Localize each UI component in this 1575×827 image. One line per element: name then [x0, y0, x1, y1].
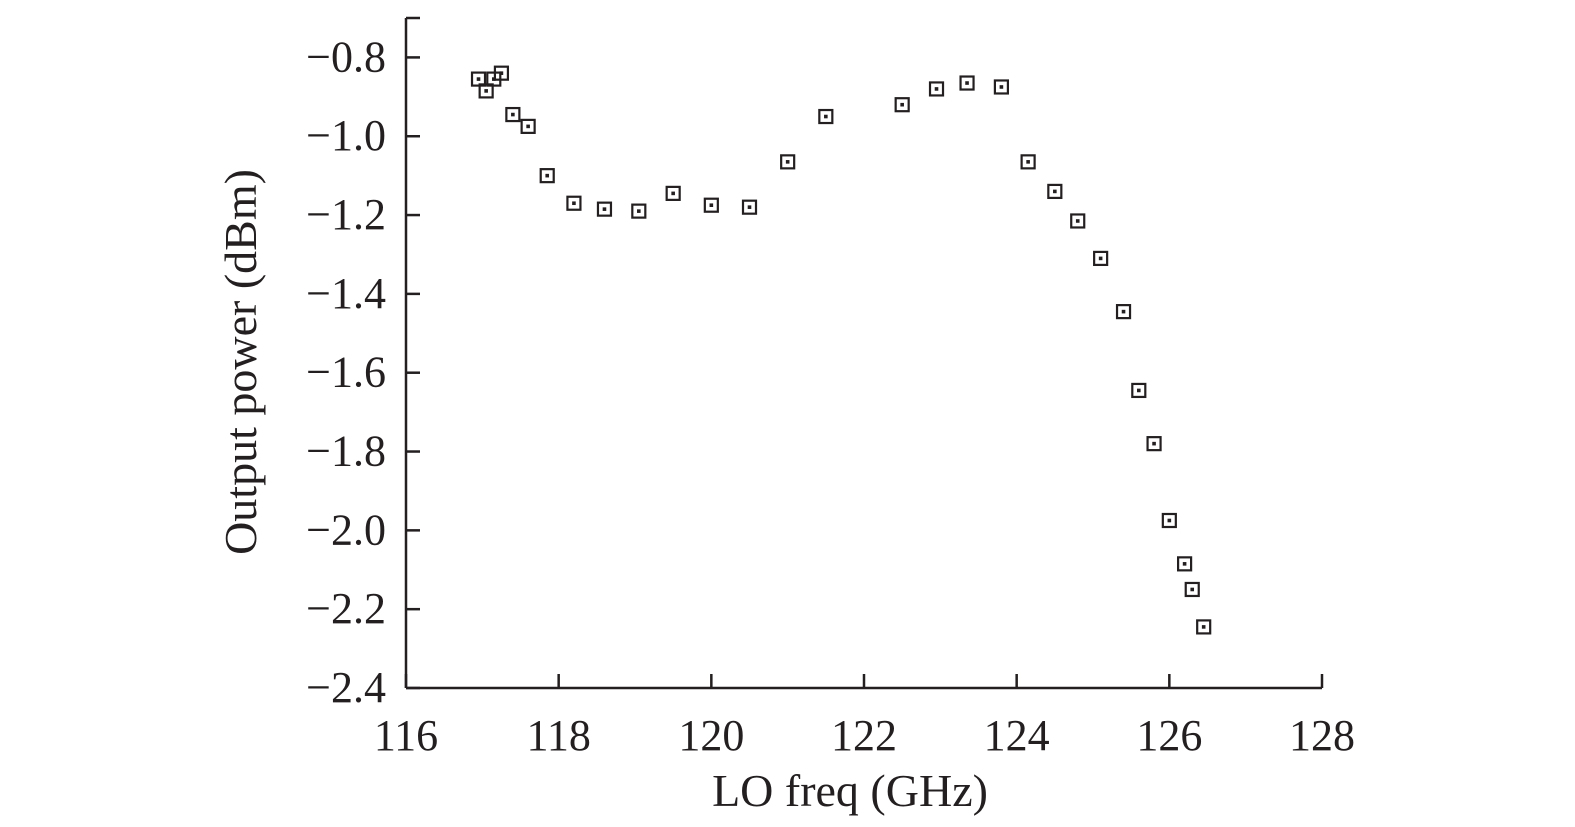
x-tick-label: 126 [1136, 711, 1202, 760]
data-point [478, 83, 494, 99]
data-point [665, 185, 681, 201]
y-tick-label: −2.2 [306, 584, 386, 633]
data-point [703, 197, 719, 213]
data-point [631, 203, 647, 219]
data-points [470, 65, 1212, 635]
data-point [1176, 556, 1193, 572]
data-point [596, 201, 613, 217]
data-point [539, 168, 555, 184]
data-point [566, 195, 582, 211]
y-tick-label: −2.4 [306, 663, 386, 712]
data-point [470, 71, 487, 87]
data-point [1047, 183, 1063, 200]
y-axis-title: Output power (dBm) [215, 169, 266, 555]
data-point [959, 75, 975, 91]
data-point [1093, 250, 1109, 267]
y-tick-label: −2.0 [306, 505, 386, 554]
y-axis-ticks: −0.8 −1.0 −1.2 −1.4 −1.6 −1.8 −2.0 −2.2 −2.4 [306, 16, 420, 712]
data-point [1115, 304, 1132, 320]
y-tick-label: −0.8 [306, 32, 386, 81]
y-tick-label: −1.2 [306, 190, 386, 239]
data-point [928, 81, 945, 97]
y-tick-label: −1.8 [306, 427, 386, 476]
y-tick-label: −1.4 [306, 269, 386, 318]
data-point [741, 199, 758, 215]
data-point [1020, 154, 1036, 170]
x-tick-label: 122 [831, 711, 897, 760]
data-point [1184, 581, 1200, 598]
x-tick-label: 128 [1289, 711, 1355, 760]
x-tick-label: 120 [678, 711, 744, 760]
data-point [993, 79, 1010, 95]
x-axis-ticks: 116 118 120 122 124 126 128 [374, 674, 1355, 760]
data-point [520, 118, 536, 134]
data-point [505, 106, 521, 123]
data-point [1131, 382, 1147, 399]
data-point [818, 108, 834, 125]
data-point [1070, 213, 1086, 229]
y-tick-label: −1.6 [306, 348, 386, 397]
x-tick-label: 124 [984, 711, 1050, 760]
data-point [1161, 512, 1177, 529]
data-point [1196, 619, 1212, 635]
data-point [894, 97, 910, 113]
data-point [780, 154, 796, 170]
x-tick-label: 116 [374, 711, 438, 760]
x-tick-label: 118 [526, 711, 590, 760]
y-tick-label: −1.0 [306, 111, 386, 160]
x-axis-title: LO freq (GHz) [712, 765, 988, 816]
data-point [493, 65, 510, 81]
data-point [1146, 436, 1162, 452]
